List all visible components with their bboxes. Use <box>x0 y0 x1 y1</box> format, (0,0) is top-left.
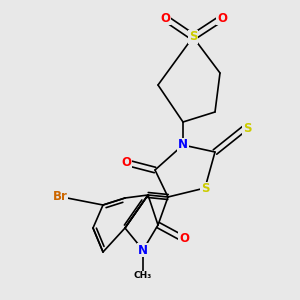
Text: S: S <box>243 122 251 134</box>
Text: S: S <box>189 31 197 44</box>
Text: N: N <box>178 139 188 152</box>
Text: S: S <box>201 182 209 196</box>
Text: O: O <box>179 232 189 244</box>
Text: O: O <box>217 11 227 25</box>
Text: O: O <box>121 157 131 169</box>
Text: O: O <box>160 11 170 25</box>
Text: N: N <box>138 244 148 256</box>
Text: Br: Br <box>52 190 68 203</box>
Text: CH₃: CH₃ <box>134 272 152 280</box>
